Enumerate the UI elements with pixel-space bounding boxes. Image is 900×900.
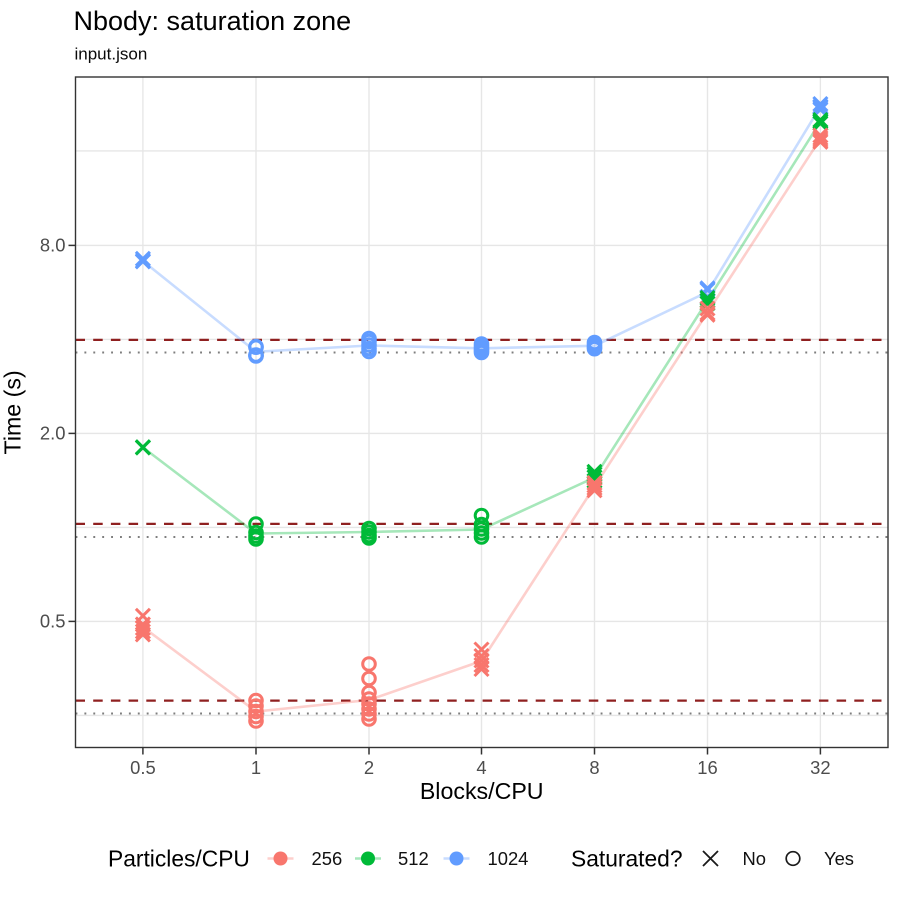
svg-text:8.0: 8.0 xyxy=(40,235,66,256)
svg-text:32: 32 xyxy=(810,757,830,778)
svg-text:16: 16 xyxy=(697,757,717,778)
svg-text:Particles/CPU: Particles/CPU xyxy=(108,846,250,872)
svg-text:Time (s): Time (s) xyxy=(0,370,26,454)
svg-text:2: 2 xyxy=(364,757,374,778)
svg-text:2.0: 2.0 xyxy=(40,423,66,444)
svg-text:Saturated?: Saturated? xyxy=(571,846,683,872)
svg-text:8: 8 xyxy=(589,757,599,778)
svg-text:Blocks/CPU: Blocks/CPU xyxy=(420,778,544,804)
svg-text:1024: 1024 xyxy=(488,848,529,869)
svg-text:1: 1 xyxy=(251,757,261,778)
svg-text:0.5: 0.5 xyxy=(40,611,66,632)
svg-text:0.5: 0.5 xyxy=(130,757,156,778)
svg-text:Nbody: saturation zone: Nbody: saturation zone xyxy=(74,6,352,36)
svg-text:Yes: Yes xyxy=(824,848,854,869)
svg-text:512: 512 xyxy=(398,848,429,869)
svg-text:256: 256 xyxy=(312,848,343,869)
svg-text:4: 4 xyxy=(476,757,486,778)
svg-text:No: No xyxy=(743,848,767,869)
svg-text:input.json: input.json xyxy=(75,45,148,64)
